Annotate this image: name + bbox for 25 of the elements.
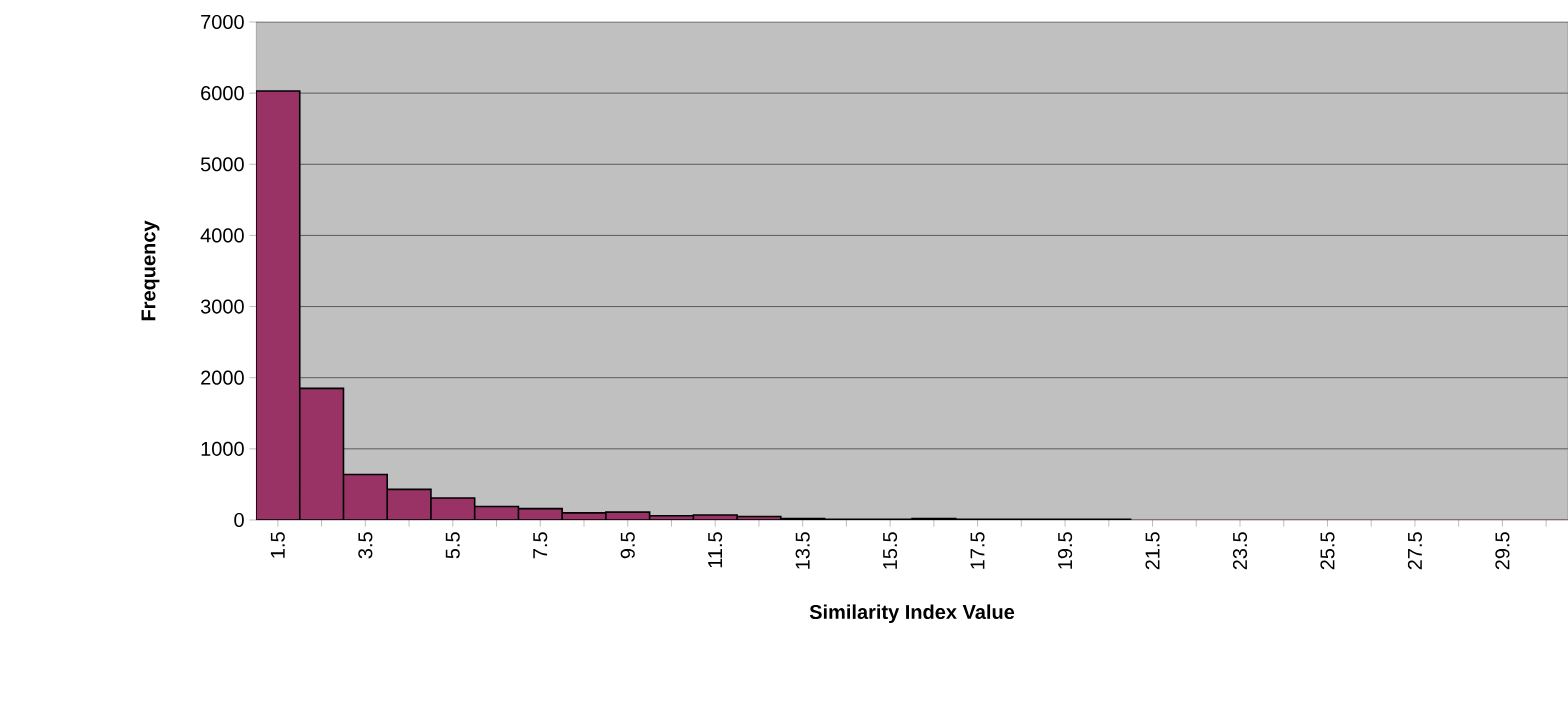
x-axis-title: Similarity Index Value (809, 604, 1015, 624)
x-tick-label: 21.5 (1145, 532, 1160, 570)
y-tick-label: 4000 (200, 228, 244, 243)
x-tick-label: 5.5 (445, 532, 460, 559)
x-tick-label: 23.5 (1232, 532, 1248, 570)
x-tick-label: 11.5 (708, 532, 723, 568)
x-tick-label: 15.5 (883, 532, 898, 569)
y-axis-title: Frequency (141, 220, 160, 321)
x-tick-label: 13.5 (795, 532, 810, 569)
x-tick-label: 17.5 (970, 532, 985, 569)
x-tick-label: 25.5 (1320, 532, 1335, 570)
x-tick-label: 1.5 (270, 532, 285, 558)
x-tick-label: 9.5 (620, 532, 635, 559)
x-tick-label: 7.5 (533, 532, 548, 559)
y-tick-label: 5000 (200, 157, 244, 172)
y-tick-label: 6000 (201, 86, 244, 101)
y-tick-label: 1000 (201, 441, 244, 456)
x-tick-label: 3.5 (358, 532, 373, 559)
y-tick-label: 2000 (201, 370, 244, 385)
y-tick-label: 7000 (201, 14, 244, 30)
y-tick-label: 3000 (200, 299, 244, 314)
y-tick-label: 0 (234, 512, 244, 528)
x-tick-label: 27.5 (1407, 532, 1423, 570)
x-tick-label: 29.5 (1495, 532, 1510, 570)
x-tick-label: 19.5 (1057, 532, 1073, 569)
